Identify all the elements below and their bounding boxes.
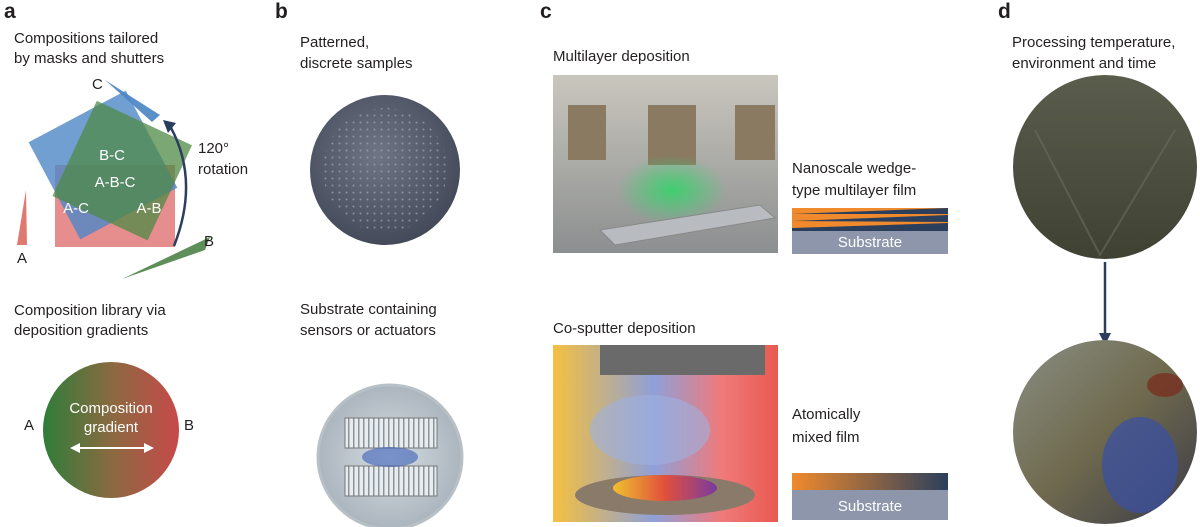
panel-title: Patterned, bbox=[300, 34, 369, 51]
wedge-layer bbox=[792, 223, 948, 231]
comb-actuator bbox=[344, 417, 438, 449]
wedge-layer bbox=[792, 215, 948, 222]
wafer-after bbox=[1013, 340, 1197, 524]
substrate-label: Substrate bbox=[838, 234, 902, 251]
panel-title: Multilayer deposition bbox=[553, 48, 690, 65]
sample-array bbox=[323, 108, 447, 232]
source-label: C bbox=[92, 76, 103, 93]
arrow-head bbox=[1099, 333, 1111, 345]
gradient-label: Composition bbox=[69, 400, 152, 417]
wafer-feature bbox=[1102, 417, 1178, 513]
arrow-head bbox=[163, 120, 176, 133]
wafer-feature bbox=[1147, 373, 1183, 397]
mixed-film bbox=[792, 473, 948, 490]
wafer-feature bbox=[1034, 129, 1176, 258]
chamber-top bbox=[600, 345, 765, 375]
gradient-label: gradient bbox=[84, 419, 139, 436]
panel-title: discrete samples bbox=[300, 55, 413, 72]
panel-title: by masks and shutters bbox=[14, 50, 164, 67]
mask-b bbox=[52, 100, 193, 241]
gradient-end: B bbox=[184, 417, 194, 434]
film-label: Atomically bbox=[792, 406, 861, 423]
panel-label: a bbox=[4, 0, 16, 23]
source-label: B bbox=[204, 233, 214, 250]
panel-title: Co-sputter deposition bbox=[553, 320, 696, 337]
panel-title: Composition library via bbox=[14, 302, 166, 319]
substrate-label: Substrate bbox=[838, 498, 902, 515]
rotation-label: rotation bbox=[198, 161, 248, 178]
region-label: A-B-C bbox=[95, 174, 136, 191]
arrow-head bbox=[70, 443, 80, 453]
film-label: type multilayer film bbox=[792, 182, 916, 199]
gradient-end: A bbox=[24, 417, 34, 434]
film-label: Nanoscale wedge- bbox=[792, 160, 916, 177]
film-label: mixed film bbox=[792, 429, 860, 446]
shutter bbox=[598, 204, 777, 246]
panel-title: Compositions tailored bbox=[14, 30, 158, 47]
rotation-arrow bbox=[168, 125, 188, 247]
source-gun bbox=[735, 105, 775, 160]
panel-title: sensors or actuators bbox=[300, 322, 436, 339]
sensor-region bbox=[362, 447, 418, 467]
source-a bbox=[17, 190, 27, 245]
region-label: A-B bbox=[136, 200, 161, 217]
rotation-label: 120° bbox=[198, 140, 229, 157]
source-c bbox=[105, 80, 160, 122]
source-gun bbox=[568, 105, 606, 160]
substrate bbox=[792, 490, 948, 520]
panel-title: deposition gradients bbox=[14, 322, 148, 339]
comb-actuator bbox=[344, 465, 438, 497]
panel-label: c bbox=[540, 0, 552, 23]
arrow-head bbox=[144, 443, 154, 453]
wedge-layer bbox=[792, 208, 948, 214]
panel-label: b bbox=[275, 0, 288, 23]
panel-label: d bbox=[998, 0, 1011, 23]
gradient-wafer bbox=[43, 362, 179, 498]
region-label: A-C bbox=[63, 200, 89, 217]
region-label: B-C bbox=[99, 147, 125, 164]
source-label: A bbox=[17, 250, 27, 267]
plasma bbox=[590, 395, 710, 465]
panel-title: environment and time bbox=[1012, 55, 1156, 72]
wafer-before bbox=[1013, 75, 1197, 259]
substrate bbox=[792, 231, 948, 254]
wafer bbox=[613, 475, 717, 501]
plasma bbox=[617, 155, 727, 225]
source-b bbox=[122, 237, 210, 279]
panel-title: Substrate containing bbox=[300, 301, 437, 318]
panel-title: Processing temperature, bbox=[1012, 34, 1175, 51]
